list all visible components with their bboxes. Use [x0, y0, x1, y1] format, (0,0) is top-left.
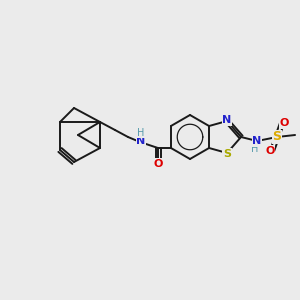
Text: S: S: [273, 130, 282, 143]
Text: N: N: [222, 115, 232, 125]
Text: O: O: [279, 118, 289, 128]
Text: H: H: [251, 144, 259, 154]
Text: S: S: [223, 149, 231, 159]
Text: N: N: [252, 136, 262, 146]
Text: N: N: [136, 136, 146, 146]
Text: O: O: [266, 146, 275, 156]
Text: H: H: [137, 128, 145, 138]
Text: O: O: [153, 159, 163, 169]
